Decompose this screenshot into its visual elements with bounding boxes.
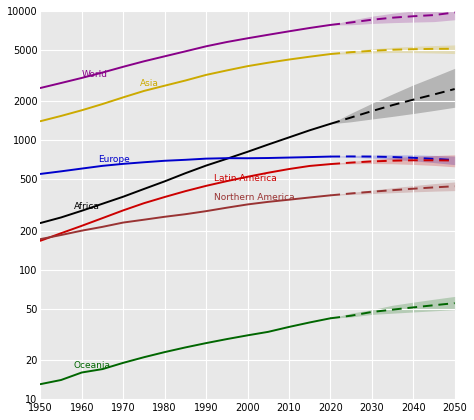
Text: Oceania: Oceania bbox=[73, 361, 110, 370]
Text: Europe: Europe bbox=[98, 155, 130, 164]
Text: World: World bbox=[82, 71, 108, 79]
Text: Africa: Africa bbox=[73, 202, 100, 210]
Text: Latin America: Latin America bbox=[214, 173, 277, 183]
Text: Northern America: Northern America bbox=[214, 193, 295, 202]
Text: Asia: Asia bbox=[140, 79, 159, 88]
